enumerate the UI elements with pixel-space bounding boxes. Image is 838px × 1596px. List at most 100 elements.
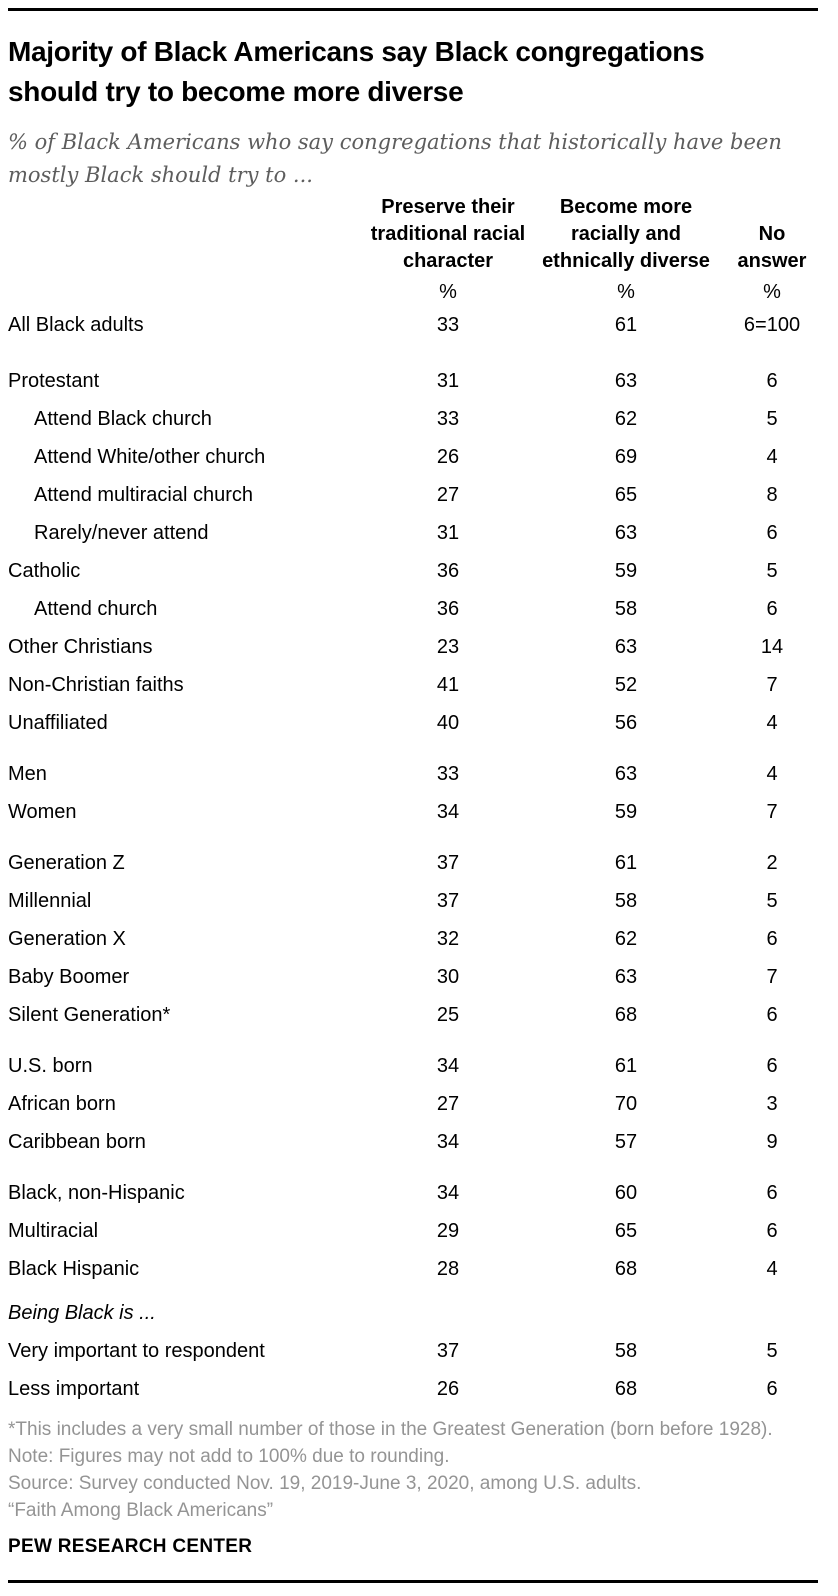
row-label: African born (8, 1092, 116, 1115)
value-no-answer: 6 (766, 597, 778, 620)
value-preserve: 34 (436, 1054, 460, 1077)
row-label: Millennial (8, 889, 92, 912)
value-diverse: 62 (614, 407, 638, 430)
value-no-answer: 5 (766, 889, 778, 912)
row-label: Attend multiracial church (34, 483, 253, 506)
table-row: Men 33 63 4 (0, 755, 838, 793)
value-preserve: 31 (436, 521, 460, 544)
row-label: Rarely/never attend (34, 521, 209, 544)
value-diverse: 65 (614, 483, 638, 506)
value-no-answer: 14 (760, 635, 784, 658)
value-diverse: 63 (614, 635, 638, 658)
table-row: Attend Black church 33 62 5 (0, 400, 838, 438)
value-no-answer: 6=100 (743, 313, 801, 336)
value-no-answer: 6 (766, 927, 778, 950)
row-label: Less important (8, 1377, 140, 1400)
table-row: Protestant 31 63 6 (0, 362, 838, 400)
column-header-no-answer: No answer (737, 223, 807, 272)
value-preserve: 37 (436, 851, 460, 874)
value-diverse: 59 (614, 559, 638, 582)
value-preserve: 41 (436, 673, 460, 696)
bottom-rule (8, 1580, 818, 1583)
value-preserve: 34 (436, 1181, 460, 1204)
value-preserve: 32 (436, 927, 460, 950)
unit-no-answer: % (763, 281, 781, 303)
value-no-answer: 4 (766, 1257, 778, 1280)
value-diverse: 63 (614, 762, 638, 785)
table-row: Catholic 36 59 5 (0, 552, 838, 590)
value-diverse: 56 (614, 711, 638, 734)
table-row: Attend multiracial church 27 65 8 (0, 476, 838, 514)
table-row: Millennial 37 58 5 (0, 882, 838, 920)
row-label: U.S. born (8, 1054, 93, 1077)
value-diverse: 60 (614, 1181, 638, 1204)
table-row: Attend church 36 58 6 (0, 590, 838, 628)
row-label: Catholic (8, 559, 81, 582)
value-no-answer: 7 (766, 673, 778, 696)
value-no-answer: 6 (766, 1377, 778, 1400)
row-label: Protestant (8, 369, 100, 392)
row-label: Multiracial (8, 1219, 99, 1242)
value-preserve: 34 (436, 1130, 460, 1153)
value-preserve: 33 (436, 313, 460, 336)
source-text: Source: Survey conducted Nov. 19, 2019-J… (8, 1473, 642, 1494)
value-preserve: 33 (436, 762, 460, 785)
table-row: Other Christians 23 63 14 (0, 628, 838, 666)
value-no-answer: 6 (766, 1219, 778, 1242)
value-preserve: 37 (436, 889, 460, 912)
report-name-text: “Faith Among Black Americans” (8, 1500, 274, 1521)
table-row: Women 34 59 7 (0, 793, 838, 831)
table-body: All Black adults 33 61 6=100 Protestant … (0, 306, 838, 1408)
page-title-line1: Majority of Black Americans say Black co… (8, 36, 705, 67)
page-subtitle: % of Black Americans who say congregatio… (8, 126, 830, 192)
value-preserve: 28 (436, 1257, 460, 1280)
row-label: Men (8, 762, 47, 785)
table-row: Baby Boomer 30 63 7 (0, 958, 838, 996)
value-preserve: 37 (436, 1339, 460, 1362)
column-header-preserve: Preserve their traditional racial charac… (370, 196, 526, 272)
value-diverse: 65 (614, 1219, 638, 1242)
value-preserve: 27 (436, 483, 460, 506)
brand-wordmark: PEW RESEARCH CENTER (8, 1536, 253, 1557)
table-row: Caribbean born 34 57 9 (0, 1123, 838, 1161)
footnote-text: *This includes a very small number of th… (8, 1419, 773, 1440)
table-row: Being Black is ... (0, 1294, 838, 1332)
table-row: Black, non-Hispanic 34 60 6 (0, 1174, 838, 1212)
value-diverse: 63 (614, 965, 638, 988)
page-title: Majority of Black Americans say Black co… (8, 32, 830, 112)
value-diverse: 68 (614, 1257, 638, 1280)
value-diverse: 63 (614, 369, 638, 392)
value-diverse: 59 (614, 800, 638, 823)
value-preserve: 40 (436, 711, 460, 734)
table-row: Attend White/other church 26 69 4 (0, 438, 838, 476)
value-preserve: 33 (436, 407, 460, 430)
row-label: Baby Boomer (8, 965, 130, 988)
value-preserve: 30 (436, 965, 460, 988)
row-label: Non-Christian faiths (8, 673, 184, 696)
value-preserve: 36 (436, 559, 460, 582)
row-label: Attend Black church (34, 407, 212, 430)
value-diverse: 57 (614, 1130, 638, 1153)
value-no-answer: 6 (766, 1181, 778, 1204)
table-row: African born 27 70 3 (0, 1085, 838, 1123)
row-label: Other Christians (8, 635, 153, 658)
value-diverse: 52 (614, 673, 638, 696)
table-row: Black Hispanic 28 68 4 (0, 1250, 838, 1288)
value-diverse: 58 (614, 1339, 638, 1362)
value-no-answer: 4 (766, 711, 778, 734)
value-no-answer: 6 (766, 1003, 778, 1026)
table-row: Non-Christian faiths 41 52 7 (0, 666, 838, 704)
unit-diverse: % (617, 281, 635, 303)
value-diverse: 58 (614, 597, 638, 620)
value-diverse: 69 (614, 445, 638, 468)
value-diverse: 58 (614, 889, 638, 912)
row-label: Women (8, 800, 77, 823)
table-row: Generation Z 37 61 2 (0, 844, 838, 882)
table-row: Generation X 32 62 6 (0, 920, 838, 958)
value-no-answer: 8 (766, 483, 778, 506)
row-label: Attend church (34, 597, 158, 620)
value-no-answer: 5 (766, 407, 778, 430)
table-row: Unaffiliated 40 56 4 (0, 704, 838, 742)
value-no-answer: 9 (766, 1130, 778, 1153)
value-diverse: 68 (614, 1377, 638, 1400)
